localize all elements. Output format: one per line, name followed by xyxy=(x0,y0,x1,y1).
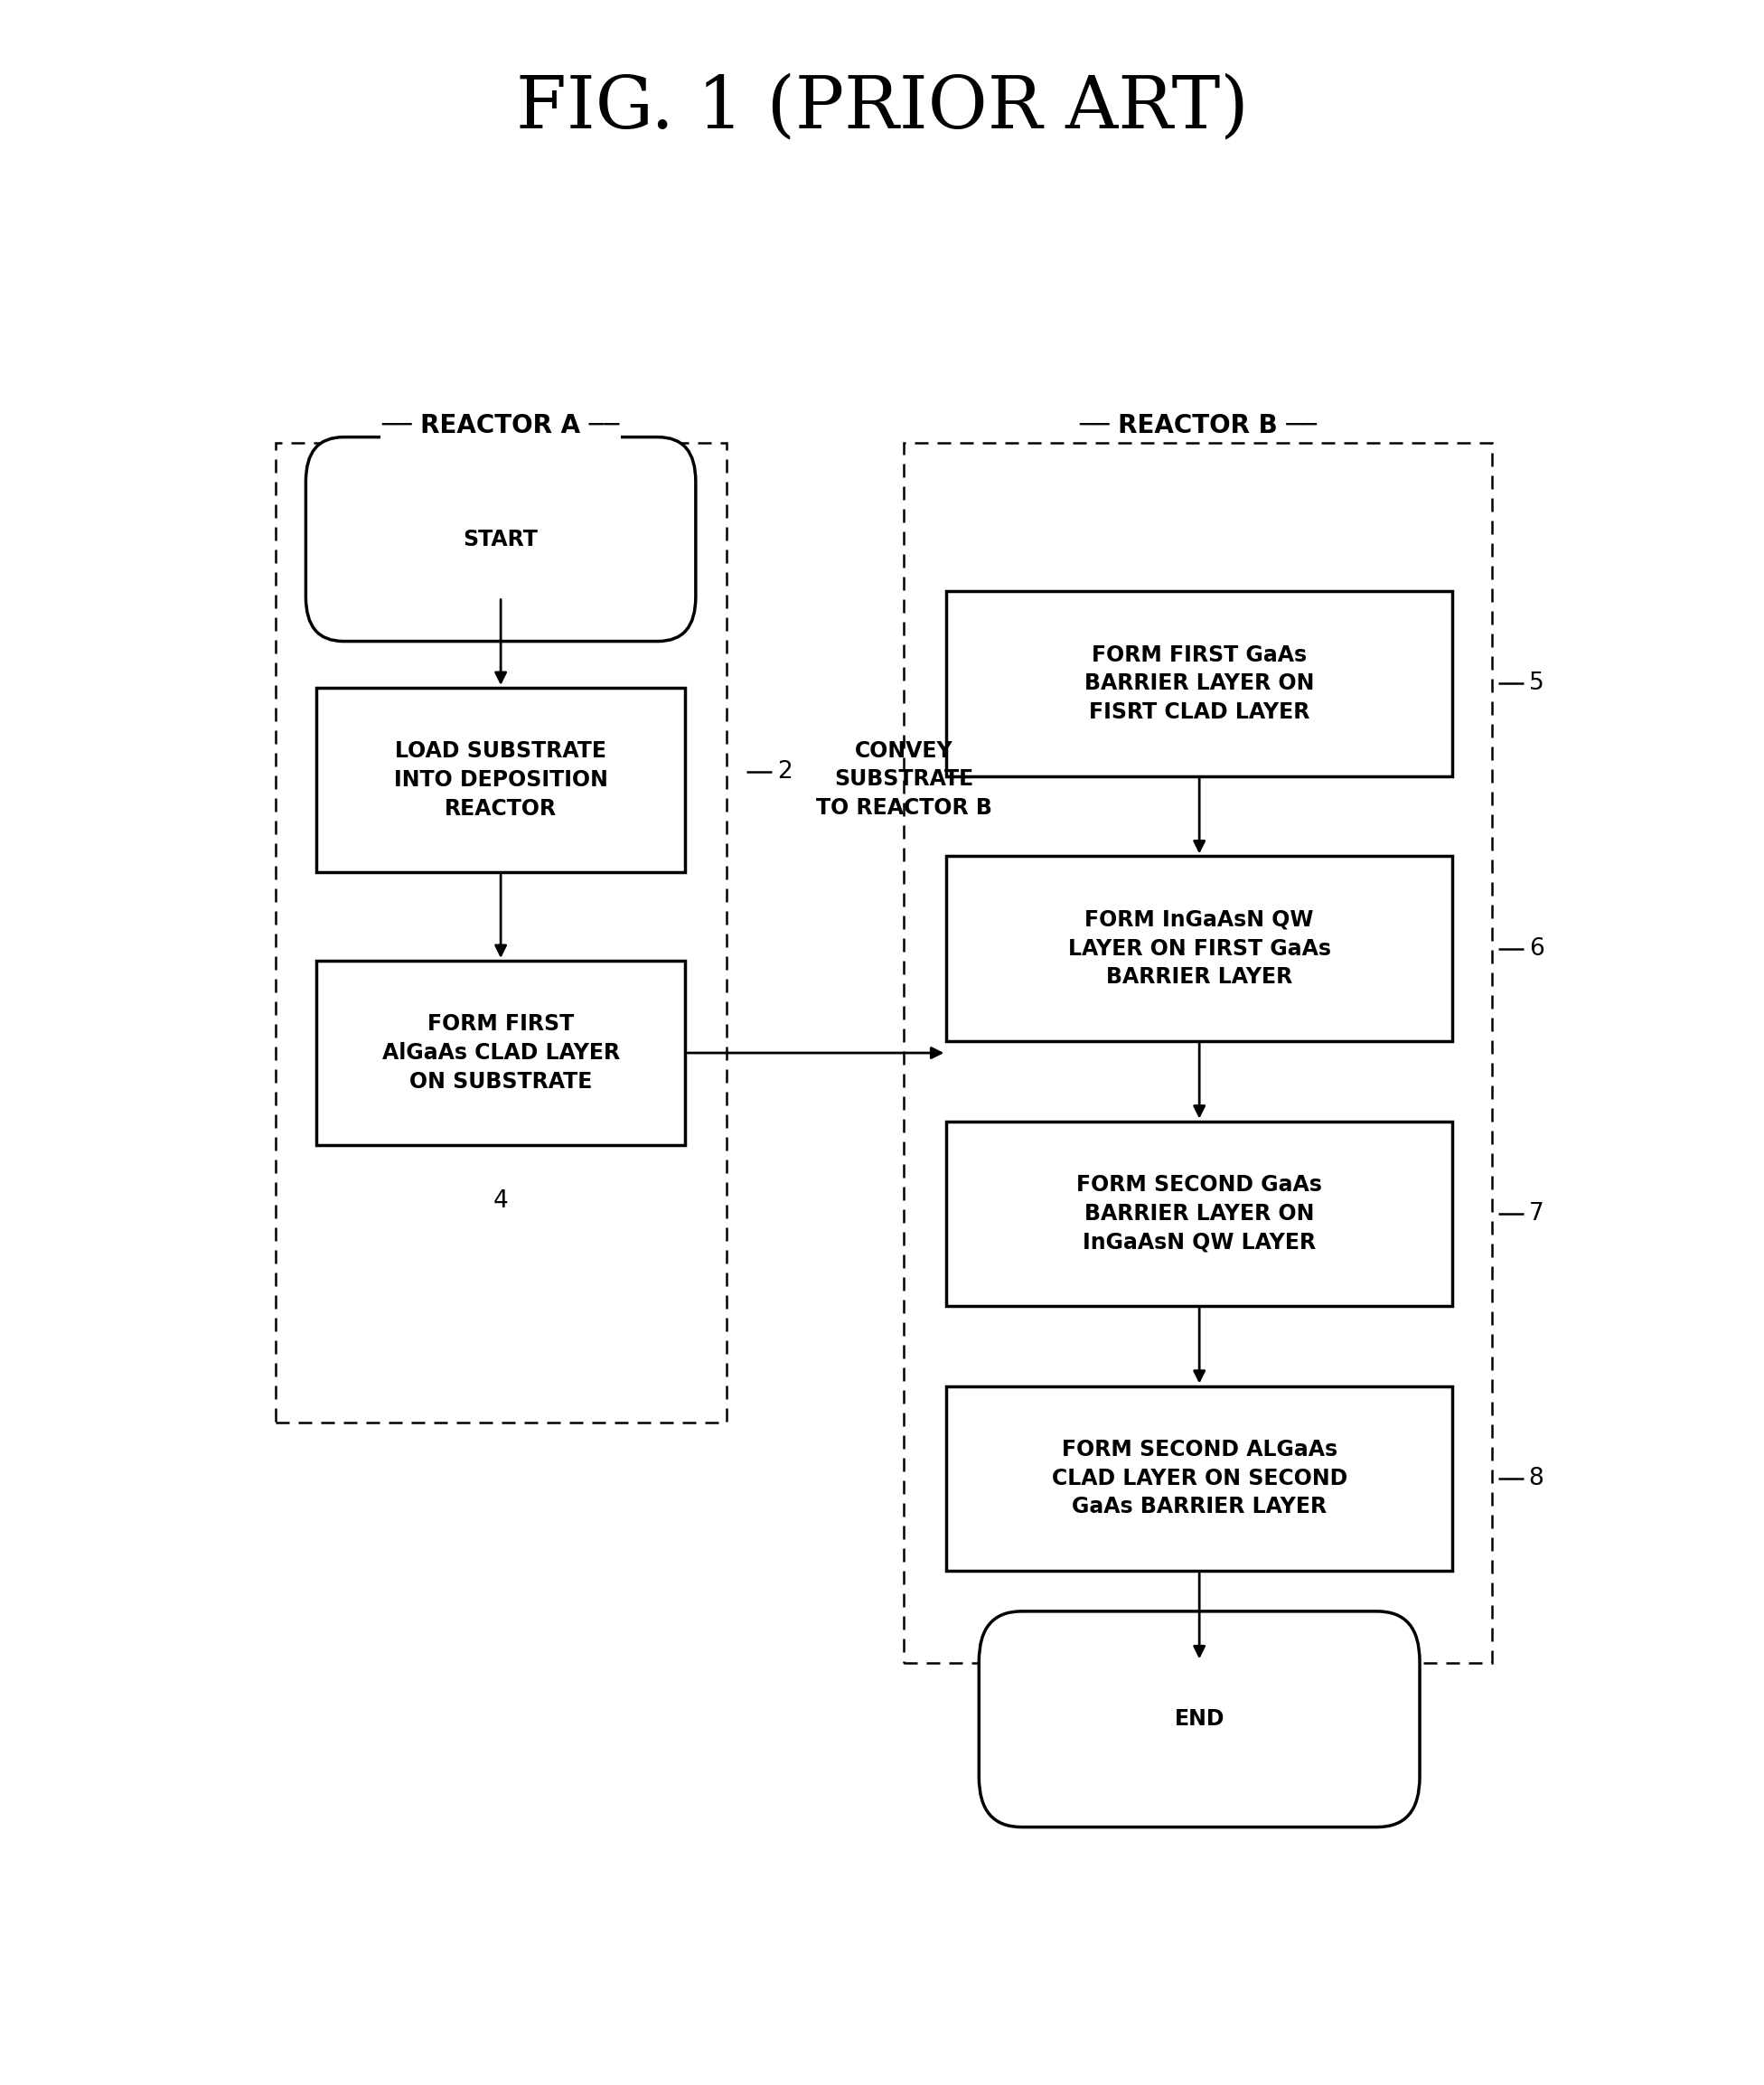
Text: ── REACTOR B ──: ── REACTOR B ── xyxy=(1080,413,1316,438)
Text: START: START xyxy=(464,528,538,550)
Text: 6: 6 xyxy=(1529,936,1544,961)
Text: 2: 2 xyxy=(776,761,792,784)
FancyBboxPatch shape xyxy=(316,961,684,1145)
FancyBboxPatch shape xyxy=(947,1387,1452,1570)
Text: 8: 8 xyxy=(1529,1466,1544,1491)
Text: CONVEY
SUBSTRATE
TO REACTOR B: CONVEY SUBSTRATE TO REACTOR B xyxy=(817,740,991,819)
Text: ── REACTOR A ──: ── REACTOR A ── xyxy=(381,413,619,438)
Text: FORM InGaAsN QW
LAYER ON FIRST GaAs
BARRIER LAYER: FORM InGaAsN QW LAYER ON FIRST GaAs BARR… xyxy=(1067,909,1330,988)
Text: FORM SECOND GaAs
BARRIER LAYER ON
InGaAsN QW LAYER: FORM SECOND GaAs BARRIER LAYER ON InGaAs… xyxy=(1076,1174,1323,1253)
FancyBboxPatch shape xyxy=(947,857,1452,1040)
FancyBboxPatch shape xyxy=(305,438,695,642)
Text: FORM FIRST
AlGaAs CLAD LAYER
ON SUBSTRATE: FORM FIRST AlGaAs CLAD LAYER ON SUBSTRAT… xyxy=(381,1013,619,1093)
Text: END: END xyxy=(1175,1708,1224,1731)
FancyBboxPatch shape xyxy=(947,1122,1452,1305)
Text: LOAD SUBSTRATE
INTO DEPOSITION
REACTOR: LOAD SUBSTRATE INTO DEPOSITION REACTOR xyxy=(393,740,609,819)
FancyBboxPatch shape xyxy=(316,688,684,872)
Text: FORM SECOND ALGaAs
CLAD LAYER ON SECOND
GaAs BARRIER LAYER: FORM SECOND ALGaAs CLAD LAYER ON SECOND … xyxy=(1051,1439,1348,1518)
Text: FORM FIRST GaAs
BARRIER LAYER ON
FISRT CLAD LAYER: FORM FIRST GaAs BARRIER LAYER ON FISRT C… xyxy=(1085,644,1314,723)
Text: 5: 5 xyxy=(1529,671,1544,696)
Text: FIG. 1 (PRIOR ART): FIG. 1 (PRIOR ART) xyxy=(515,73,1249,144)
Text: 4: 4 xyxy=(494,1188,508,1213)
Text: 7: 7 xyxy=(1529,1201,1544,1226)
FancyBboxPatch shape xyxy=(979,1612,1420,1826)
FancyBboxPatch shape xyxy=(947,592,1452,776)
